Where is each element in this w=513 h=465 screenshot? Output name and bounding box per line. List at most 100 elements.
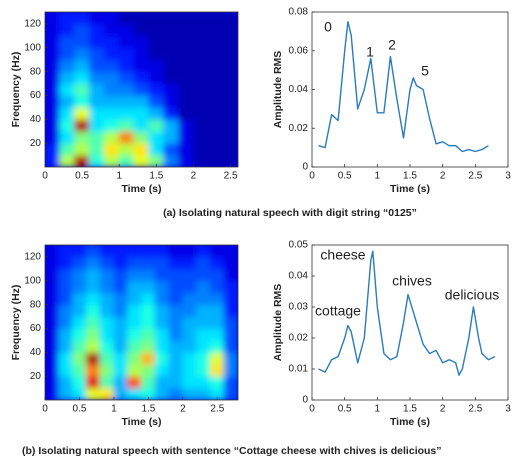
heat-cell (45, 316, 60, 329)
heat-cell (45, 268, 60, 282)
heat-cell (148, 94, 165, 108)
heat-cell (89, 142, 105, 156)
heat-cell (154, 351, 170, 365)
heat-cell (148, 142, 165, 156)
heat-cell (192, 142, 209, 156)
heat-cell (85, 280, 101, 294)
heat-cell (59, 23, 76, 37)
x-tick-label: 0.5 (75, 171, 89, 182)
heat-cell (207, 106, 224, 120)
heat-cell (163, 118, 180, 132)
heat-cell (72, 363, 87, 377)
heat-cell (222, 47, 238, 61)
heat-cell (113, 387, 129, 400)
heat-cell (89, 154, 105, 167)
heat-cell (209, 280, 225, 294)
heat-cell (182, 351, 198, 365)
heat-cell (74, 35, 91, 49)
x-tick-label: 1.5 (141, 404, 155, 415)
heat-cell (133, 106, 150, 120)
heat-cell (182, 363, 198, 377)
heat-cell (89, 12, 105, 25)
y-tick-label: 120 (24, 19, 41, 30)
heat-cell (58, 280, 74, 294)
heat-cell (85, 292, 101, 306)
heat-cell (223, 387, 238, 400)
heat-cell (59, 35, 76, 49)
heat-cell (192, 23, 209, 37)
x-tick-label: 0.5 (338, 404, 352, 415)
heat-cell (154, 375, 170, 389)
annotation: cottage (315, 303, 361, 319)
heat-cell (45, 12, 61, 25)
y-tick-label: 20 (30, 138, 42, 149)
heat-cell (85, 245, 101, 258)
heat-cell (103, 142, 120, 156)
heat-cell (141, 375, 156, 389)
heat-cell (45, 339, 60, 353)
heat-cell (103, 106, 120, 120)
heat-cell (99, 280, 115, 294)
heat-cell (178, 12, 194, 25)
heat-cell (207, 130, 224, 144)
heat-cell (127, 351, 142, 365)
heat-cell (196, 280, 211, 294)
x-tick-label: 1.5 (403, 171, 417, 182)
heat-cell (118, 23, 135, 37)
heat-cell (103, 154, 120, 167)
heat-cell (223, 339, 238, 353)
heat-cell (99, 304, 115, 318)
x-tick-label: 2.5 (468, 171, 482, 182)
heat-cell (58, 316, 74, 329)
heat-cell (45, 304, 60, 318)
heat-cell (168, 304, 184, 318)
heat-cell (99, 268, 115, 282)
y-tick-label: 80 (30, 66, 42, 77)
heat-cell (74, 71, 91, 85)
y-tick-label: 120 (24, 252, 41, 263)
heat-cell (118, 59, 135, 73)
heat-cell (207, 12, 224, 25)
heat-cell (118, 47, 135, 61)
heat-cell (168, 245, 184, 258)
heat-cell (168, 339, 184, 353)
heat-cell (45, 327, 60, 341)
heat-cell (45, 35, 61, 49)
heat-cell (209, 327, 225, 341)
heat-cell (133, 83, 150, 96)
heat-cell (45, 47, 61, 61)
heat-cell (133, 118, 150, 132)
heatmap (45, 12, 238, 167)
heat-cell (163, 71, 180, 85)
heat-cell (182, 387, 198, 400)
heat-cell (127, 256, 142, 270)
heat-cell (45, 106, 61, 120)
heat-cell (148, 71, 165, 85)
heat-cell (148, 35, 165, 49)
heat-cell (141, 280, 156, 294)
heat-cell (89, 130, 105, 144)
heat-cell (196, 351, 211, 365)
heat-cell (154, 245, 170, 258)
heat-cell (74, 59, 91, 73)
heat-cell (85, 316, 101, 329)
heat-cell (45, 23, 61, 37)
heat-cell (133, 35, 150, 49)
heat-cell (85, 363, 101, 377)
caption: (b) Isolating natural speech with senten… (22, 445, 442, 457)
x-tick-label: 2 (180, 404, 186, 415)
heat-cell (127, 375, 142, 389)
heat-cell (59, 130, 76, 144)
heat-cell (72, 387, 87, 400)
heat-cell (89, 71, 105, 85)
heat-cell (192, 83, 209, 96)
heat-cell (163, 23, 180, 37)
heat-cell (207, 83, 224, 96)
heat-cell (178, 83, 194, 96)
heat-cell (58, 387, 74, 400)
heat-cell (163, 83, 180, 96)
heat-cell (45, 245, 60, 258)
y-tick-label: 20 (30, 371, 42, 382)
heat-cell (148, 47, 165, 61)
heat-cell (168, 268, 184, 282)
